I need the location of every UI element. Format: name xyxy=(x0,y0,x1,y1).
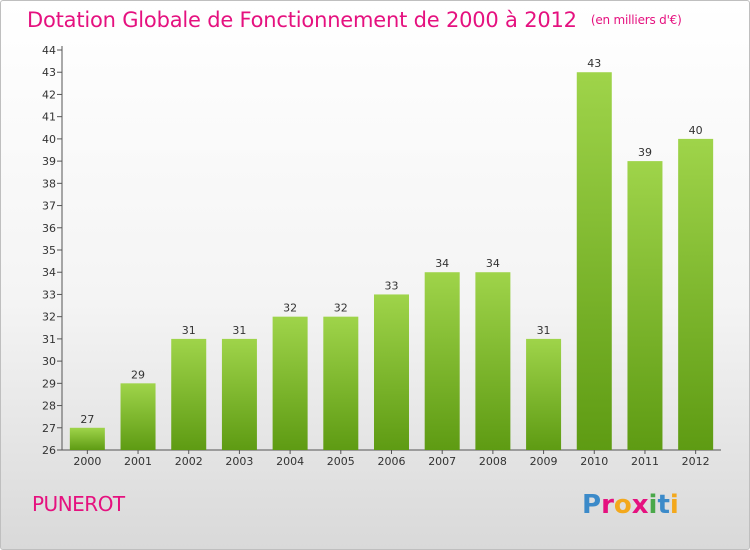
x-tick-label-2005: 2005 xyxy=(327,455,355,468)
y-tick-label: 42 xyxy=(42,88,56,101)
bar-2012 xyxy=(678,138,714,450)
y-tick-label: 35 xyxy=(42,244,56,257)
logo-letter: i xyxy=(669,490,679,520)
y-tick-label: 38 xyxy=(42,177,56,190)
y-tick-label: 34 xyxy=(42,266,56,279)
data-label-2010: 43 xyxy=(587,57,601,70)
logo-letter: x xyxy=(631,490,649,520)
commune-name: PUNEROT xyxy=(32,492,125,516)
data-label-2000: 27 xyxy=(80,413,94,426)
data-label-2011: 39 xyxy=(638,146,652,159)
data-label-2007: 34 xyxy=(435,257,449,270)
x-tick-label-2008: 2008 xyxy=(479,455,507,468)
y-tick-label: 43 xyxy=(42,66,56,79)
y-tick-label: 44 xyxy=(42,44,56,57)
y-tick-label: 30 xyxy=(42,355,56,368)
x-tick-label-2007: 2007 xyxy=(428,455,456,468)
data-label-2002: 31 xyxy=(182,324,196,337)
data-label-2004: 32 xyxy=(283,302,297,315)
data-label-2001: 29 xyxy=(131,368,145,381)
x-tick-label-2009: 2009 xyxy=(530,455,558,468)
y-tick-label: 37 xyxy=(42,200,56,213)
y-tick-label: 27 xyxy=(42,422,56,435)
x-tick-label-2012: 2012 xyxy=(682,455,710,468)
data-label-2012: 40 xyxy=(689,124,703,137)
logo-letter: i xyxy=(648,490,658,520)
logo-letter: t xyxy=(657,490,670,520)
bar-2002 xyxy=(171,338,207,450)
bar-2010 xyxy=(576,72,612,450)
bar-2001 xyxy=(120,383,156,450)
data-label-2008: 34 xyxy=(486,257,500,270)
x-tick-label-2001: 2001 xyxy=(124,455,152,468)
bar-2006 xyxy=(374,294,409,450)
data-label-2005: 32 xyxy=(334,302,348,315)
bar-2003 xyxy=(221,338,257,450)
bar-2005 xyxy=(323,316,359,450)
x-tick-label-2011: 2011 xyxy=(631,455,659,468)
bar-2009 xyxy=(526,338,562,450)
data-label-2009: 31 xyxy=(537,324,551,337)
y-tick-label: 28 xyxy=(42,400,56,413)
data-label-2006: 33 xyxy=(385,279,399,292)
y-tick-label: 39 xyxy=(42,155,56,168)
logo-letter: P xyxy=(582,490,602,520)
x-tick-label-2004: 2004 xyxy=(276,455,304,468)
logo-letter: r xyxy=(601,490,614,520)
x-tick-label-2002: 2002 xyxy=(175,455,203,468)
chart-title: Dotation Globale de Fonctionnement de 20… xyxy=(27,8,682,32)
data-label-2003: 31 xyxy=(232,324,246,337)
y-tick-label: 33 xyxy=(42,288,56,301)
proxiti-logo[interactable]: Proxiti xyxy=(582,490,679,520)
y-tick-label: 31 xyxy=(42,333,56,346)
x-tick-label-2006: 2006 xyxy=(378,455,406,468)
bar-2008 xyxy=(475,272,511,450)
y-tick-label: 29 xyxy=(42,377,56,390)
bar-2007 xyxy=(424,272,460,450)
bar-2004 xyxy=(272,316,308,450)
y-tick-label: 26 xyxy=(42,444,56,457)
logo-letter: o xyxy=(613,490,632,520)
bar-2000 xyxy=(69,427,105,450)
y-tick-label: 40 xyxy=(42,133,56,146)
y-tick-label: 36 xyxy=(42,222,56,235)
y-tick-label: 41 xyxy=(42,111,56,124)
bar-2011 xyxy=(627,161,663,450)
title-text: Dotation Globale de Fonctionnement de 20… xyxy=(27,8,577,32)
x-tick-label-2010: 2010 xyxy=(580,455,608,468)
y-tick-label: 32 xyxy=(42,311,56,324)
chart-subtitle: (en milliers d'€) xyxy=(590,13,682,27)
x-tick-label-2000: 2000 xyxy=(73,455,101,468)
x-tick-label-2003: 2003 xyxy=(225,455,253,468)
